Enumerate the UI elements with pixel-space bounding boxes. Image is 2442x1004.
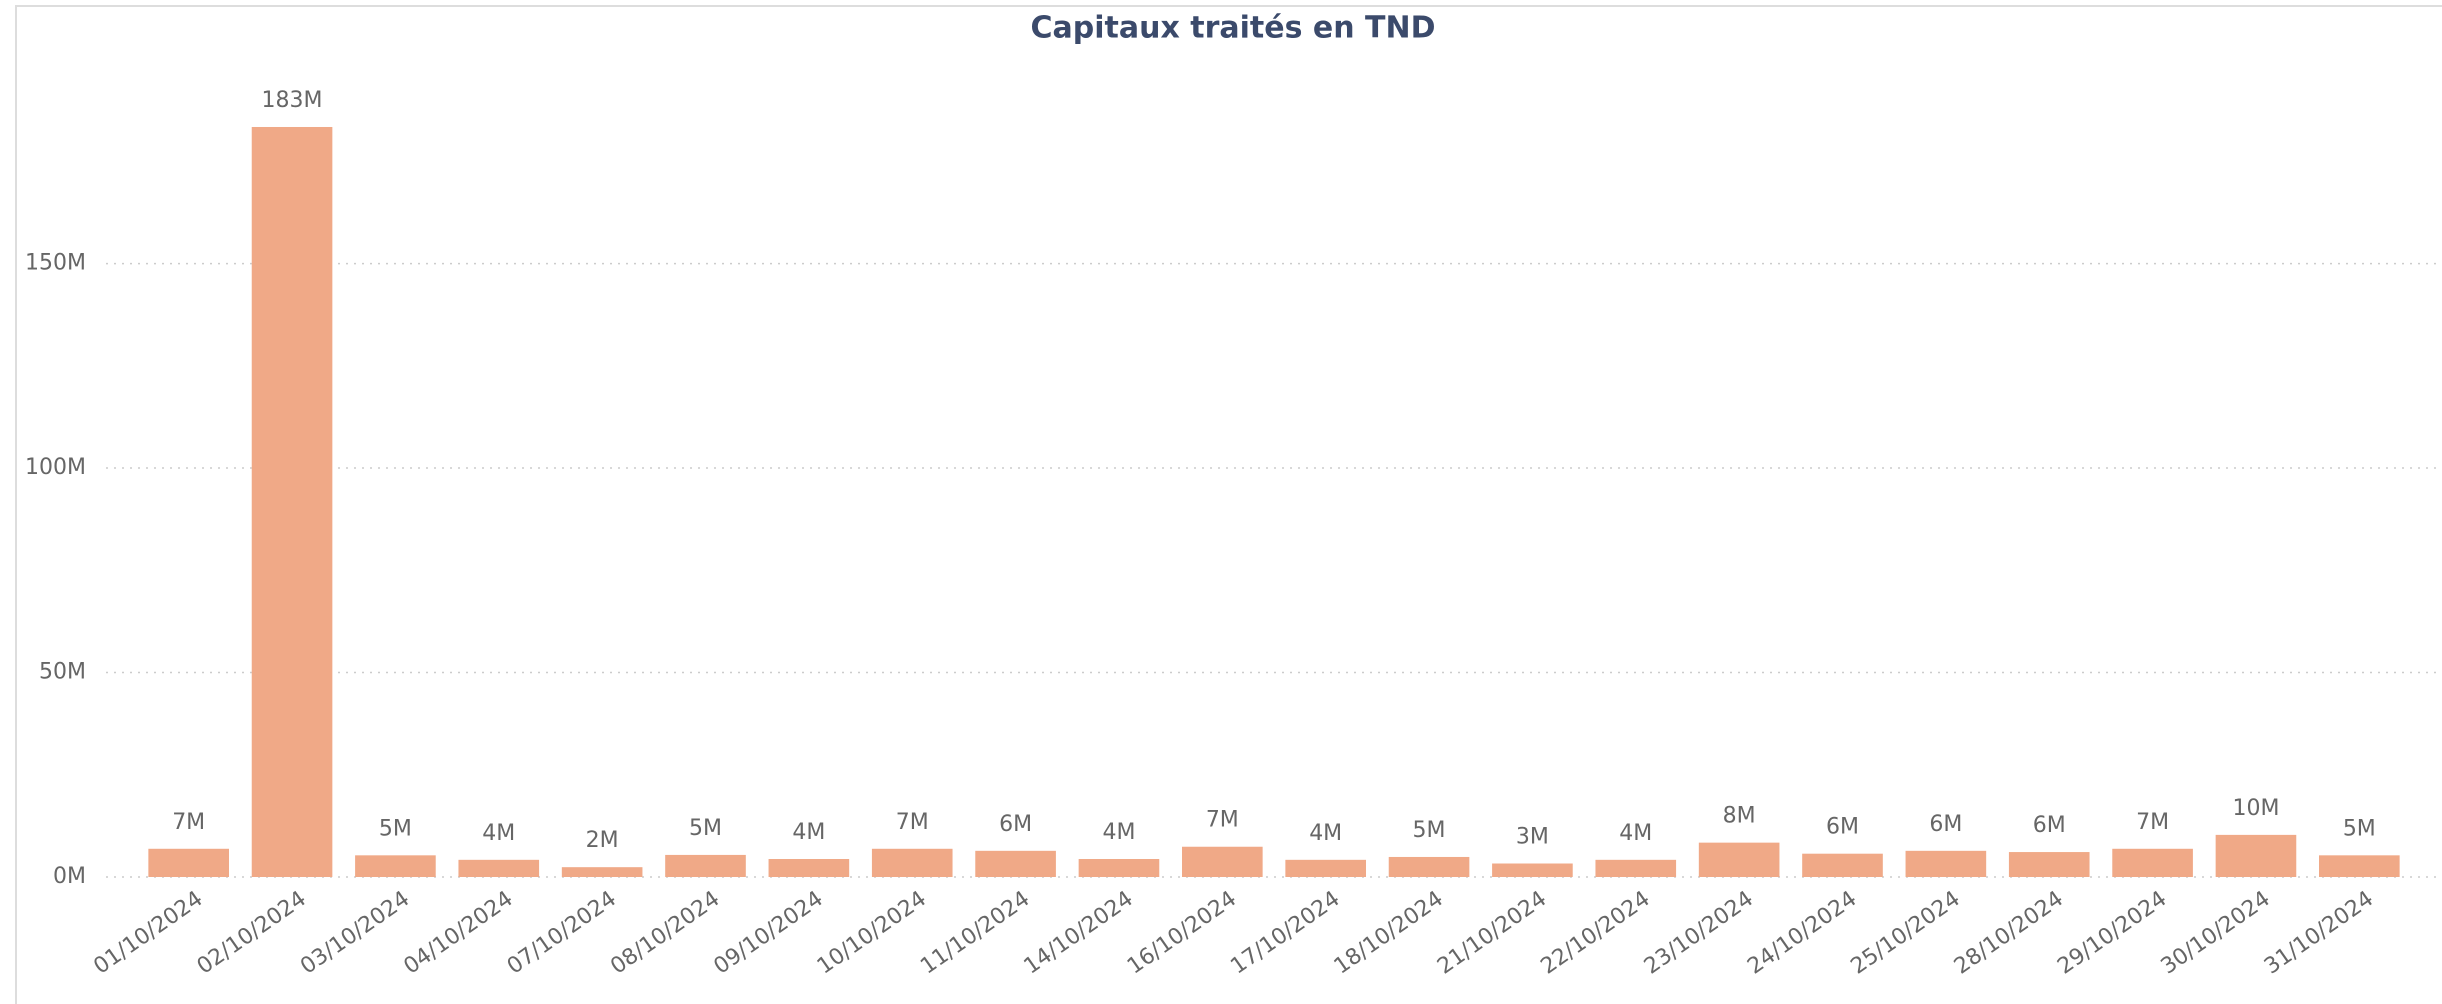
x-tick-label: 11/10/2024 <box>916 886 1034 979</box>
x-tick-label: 31/10/2024 <box>2260 886 2378 979</box>
chart-title: Capitaux traités en TND <box>1030 11 1435 46</box>
bar <box>1492 863 1573 877</box>
bar <box>1905 850 1987 877</box>
bar <box>975 850 1056 877</box>
x-tick-label: 10/10/2024 <box>813 886 931 979</box>
x-tick-label: 02/10/2024 <box>193 886 311 979</box>
data-label: 4M <box>1309 821 1342 846</box>
bar <box>768 859 850 877</box>
data-label: 5M <box>379 816 412 841</box>
bar <box>561 867 643 877</box>
x-tick-label: 16/10/2024 <box>1123 886 1241 979</box>
data-label: 4M <box>1102 820 1135 845</box>
bar <box>1182 846 1263 877</box>
bar <box>871 848 953 877</box>
x-tick-label: 30/10/2024 <box>2157 886 2275 979</box>
bar <box>2112 848 2193 877</box>
x-tick-label: 09/10/2024 <box>710 886 828 979</box>
bar <box>355 855 436 877</box>
data-label: 5M <box>1413 818 1446 843</box>
bar <box>1388 856 1470 877</box>
bar <box>148 848 229 877</box>
data-label: 10M <box>2232 796 2279 821</box>
x-tick-label: 07/10/2024 <box>503 886 621 979</box>
bar <box>251 126 333 877</box>
bar <box>1698 842 1780 877</box>
data-label: 7M <box>2136 810 2169 835</box>
data-label: 6M <box>1826 815 1859 840</box>
bar <box>1595 859 1677 877</box>
data-label: 2M <box>586 828 619 853</box>
bar <box>2215 834 2297 877</box>
bar <box>458 859 540 877</box>
bar <box>665 854 746 877</box>
bar <box>1285 859 1366 877</box>
x-tick-label: 28/10/2024 <box>1950 886 2068 979</box>
data-label: 5M <box>689 816 722 841</box>
x-tick-label: 01/10/2024 <box>89 886 207 979</box>
data-label: 8M <box>1723 804 1756 829</box>
data-label: 5M <box>2343 816 2376 841</box>
y-tick-label: 50M <box>39 660 86 685</box>
data-label: 7M <box>1206 808 1239 833</box>
data-label: 4M <box>482 821 515 846</box>
y-tick-label: 150M <box>25 251 86 276</box>
x-tick-label: 17/10/2024 <box>1226 886 1344 979</box>
data-label: 4M <box>792 820 825 845</box>
data-label: 3M <box>1516 825 1549 850</box>
x-tick-label: 04/10/2024 <box>399 886 517 979</box>
data-label: 6M <box>1929 812 1962 837</box>
x-tick-label: 25/10/2024 <box>1847 886 1965 979</box>
bar <box>1802 853 1883 877</box>
x-tick-label: 24/10/2024 <box>1743 886 1861 979</box>
data-label: 7M <box>172 810 205 835</box>
x-tick-label: 23/10/2024 <box>1640 886 1758 979</box>
x-tick-label: 29/10/2024 <box>2053 886 2171 979</box>
x-tick-label: 21/10/2024 <box>1433 886 1551 979</box>
x-tick-label: 08/10/2024 <box>606 886 724 979</box>
data-label: 6M <box>999 812 1032 837</box>
y-tick-label: 100M <box>25 455 86 480</box>
data-label: 183M <box>262 88 323 113</box>
x-tick-label: 03/10/2024 <box>296 886 414 979</box>
x-tick-label: 14/10/2024 <box>1020 886 1138 979</box>
x-tick-label: 18/10/2024 <box>1330 886 1448 979</box>
frame <box>15 5 2442 1004</box>
y-tick-label: 0M <box>53 864 86 889</box>
data-label: 4M <box>1619 821 1652 846</box>
x-tick-label: 22/10/2024 <box>1536 886 1654 979</box>
bar <box>2319 855 2400 877</box>
data-label: 6M <box>2033 813 2066 838</box>
bar <box>1078 859 1160 877</box>
bar <box>2008 852 2090 877</box>
data-label: 7M <box>896 810 929 835</box>
